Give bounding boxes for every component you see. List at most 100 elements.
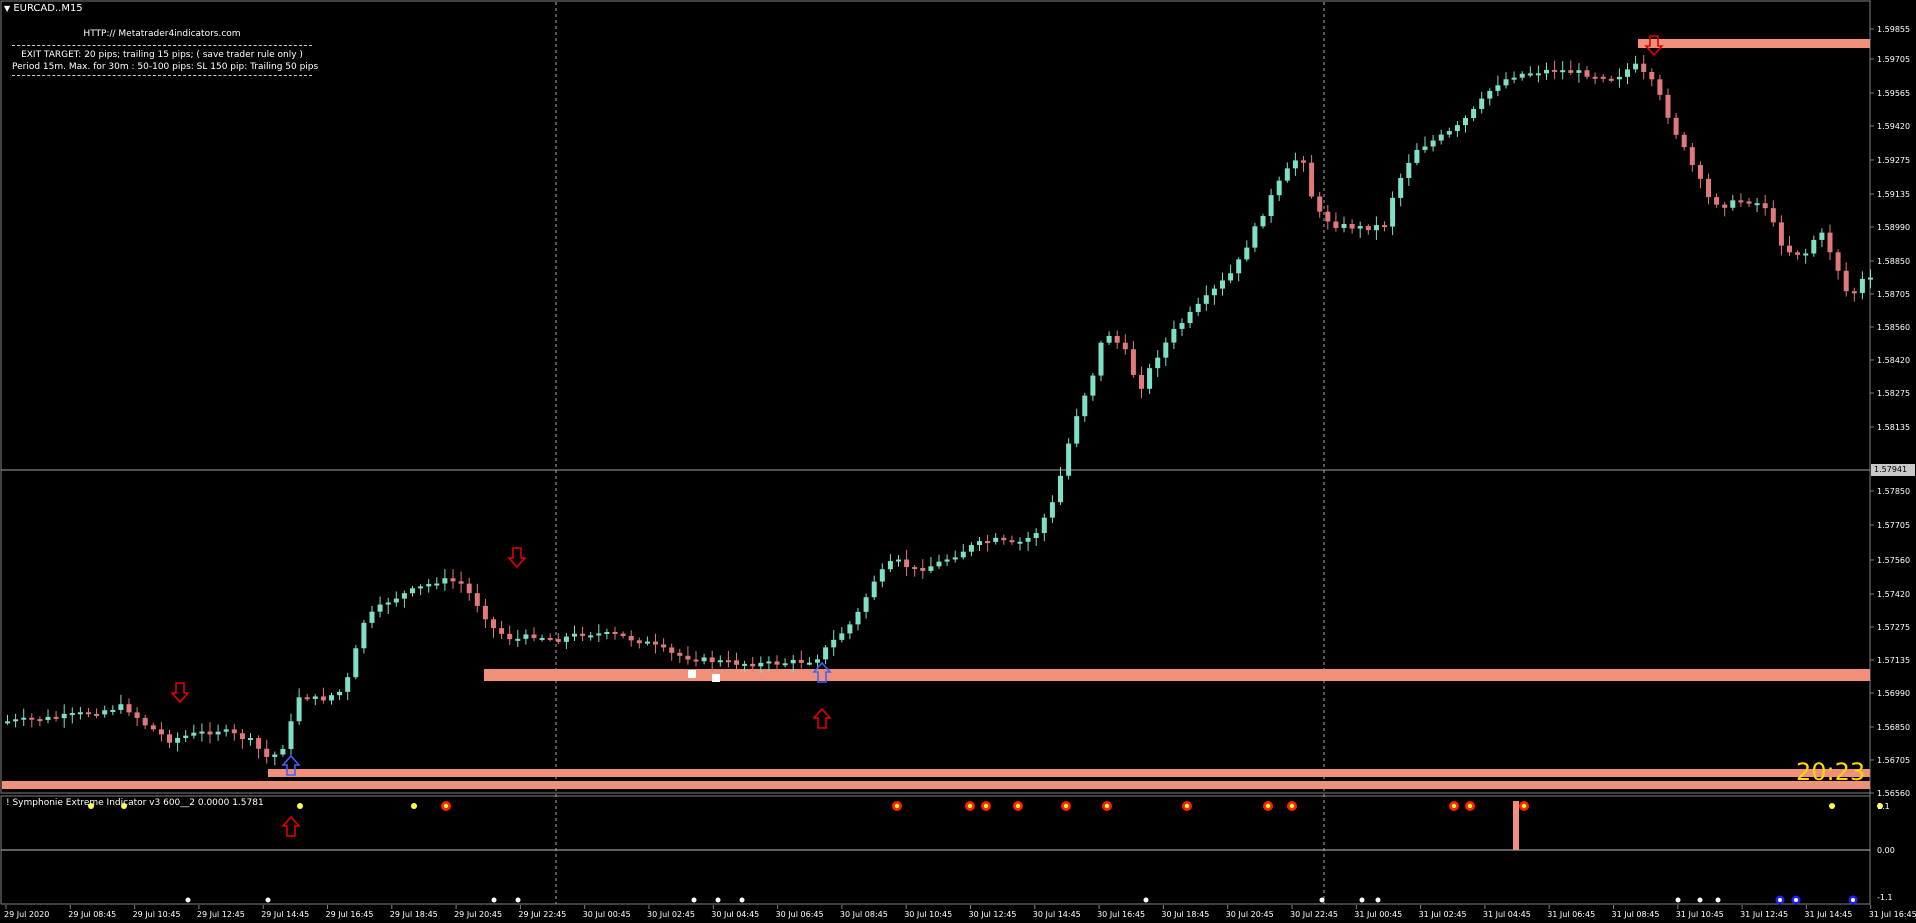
candle-bull	[523, 634, 529, 639]
time-tick-label: 30 Jul 00:45	[583, 910, 631, 919]
candle-bull	[1284, 168, 1290, 181]
time-tick-label: 30 Jul 12:45	[969, 910, 1017, 919]
candle-bear	[1795, 252, 1801, 255]
candle-bull	[77, 712, 83, 715]
candle-bear	[256, 738, 262, 749]
candle-bear	[499, 628, 505, 634]
candle-bull	[175, 737, 181, 743]
candle-bull	[401, 593, 407, 599]
candle-bear	[1009, 540, 1015, 543]
candle-bull	[644, 641, 650, 644]
candle-bull	[839, 633, 845, 640]
candle-bear	[1689, 147, 1695, 165]
candle-bull	[515, 638, 521, 641]
candle-bull	[361, 622, 367, 649]
time-tick-label: 30 Jul 10:45	[904, 910, 952, 919]
price-tick-label: 1.57705	[1877, 521, 1910, 530]
candle-bull	[1495, 85, 1501, 91]
indicator-dot-center	[983, 803, 989, 809]
price-tick-label: 1.58560	[1877, 323, 1910, 332]
candle-bear	[1349, 224, 1355, 229]
candle-bear	[685, 655, 691, 660]
indicator-dot-white	[1675, 897, 1681, 903]
indicator-dot-yellow	[297, 803, 303, 809]
time-tick-label: 31 Jul 00:45	[1354, 910, 1402, 919]
signal-square	[712, 674, 720, 682]
candle-bull	[1535, 73, 1541, 76]
candle-bear	[1738, 200, 1744, 203]
candle-bull	[1422, 146, 1428, 150]
time-tick-label: 31 Jul 06:45	[1547, 910, 1595, 919]
candle-bull	[1203, 295, 1209, 304]
time-tick-label: 31 Jul 16:45	[1869, 910, 1916, 919]
candle-bull	[928, 566, 934, 571]
candle-bull	[1803, 253, 1809, 256]
price-tick-label: 1.56705	[1877, 756, 1910, 765]
candle-bull	[1220, 280, 1225, 289]
time-tick-label: 31 Jul 02:45	[1419, 910, 1467, 919]
time-tick-label: 31 Jul 10:45	[1676, 910, 1724, 919]
price-tick-label: 1.57420	[1877, 590, 1910, 599]
resistance-zone	[1638, 39, 1870, 48]
candle-bull	[1228, 273, 1234, 281]
candle-bear	[798, 659, 804, 663]
price-tick-label: 1.58420	[1877, 356, 1910, 365]
candle-bear	[1843, 270, 1849, 292]
candle-bull	[1260, 215, 1266, 227]
sell-arrow-icon	[507, 547, 527, 569]
candle-bull	[1187, 311, 1193, 324]
candle-bear	[1139, 374, 1144, 389]
price-tick-label: 1.59275	[1877, 156, 1910, 165]
candle-bull	[790, 659, 796, 664]
candle-bear	[531, 634, 537, 639]
indicator-dot-center	[1451, 803, 1457, 809]
candle-bear	[1608, 78, 1614, 81]
candle-bear	[547, 637, 553, 640]
buy-arrow-icon	[281, 815, 301, 837]
buy-arrow-icon	[281, 754, 301, 776]
candle-bull	[296, 697, 302, 722]
candle-bull	[1560, 70, 1566, 73]
symbol-title[interactable]: ▼ EURCAD..M15	[4, 3, 83, 14]
candle-bear	[1697, 164, 1703, 179]
candle-bull	[288, 721, 294, 749]
candle-bull	[329, 695, 334, 701]
candle-bull	[377, 604, 383, 612]
candle-bear	[37, 719, 43, 722]
indicator-dot-white	[491, 897, 497, 903]
candle-bear	[1584, 70, 1590, 77]
candle-bull	[1527, 73, 1533, 76]
candle-bull	[1195, 303, 1201, 312]
candle-bull	[393, 598, 399, 603]
candle-bull	[118, 704, 124, 710]
candle-bull	[434, 583, 440, 586]
indicator-dot-white	[691, 897, 697, 903]
candle-bear	[491, 619, 496, 629]
candle-bull	[952, 557, 958, 560]
candle-bull	[823, 647, 829, 660]
candle-bull	[183, 735, 189, 738]
candle-bull	[855, 611, 861, 625]
candle-bull	[1633, 63, 1639, 70]
candle-bull	[5, 721, 10, 724]
indicator-dot-center	[1104, 803, 1110, 809]
candle-bear	[94, 713, 100, 716]
candle-bull	[1155, 357, 1161, 369]
price-tick-label: 1.59705	[1877, 55, 1910, 64]
candle-bull	[1025, 537, 1031, 542]
candle-bull	[215, 731, 221, 735]
indicator-dot-center	[1265, 803, 1271, 809]
candle-bull	[1819, 232, 1825, 240]
candle-bull	[1519, 73, 1525, 78]
candle-bear	[1114, 335, 1120, 343]
candle-bear	[985, 541, 991, 544]
candle-bull	[426, 583, 432, 587]
candle-bear	[555, 639, 561, 642]
indicator-dot-center	[1015, 803, 1021, 809]
candle-bull	[69, 713, 75, 716]
candle-bear	[725, 660, 731, 663]
candle-bear	[904, 559, 910, 568]
candle-bull	[248, 738, 253, 741]
indicator-dot-center	[1521, 803, 1527, 809]
